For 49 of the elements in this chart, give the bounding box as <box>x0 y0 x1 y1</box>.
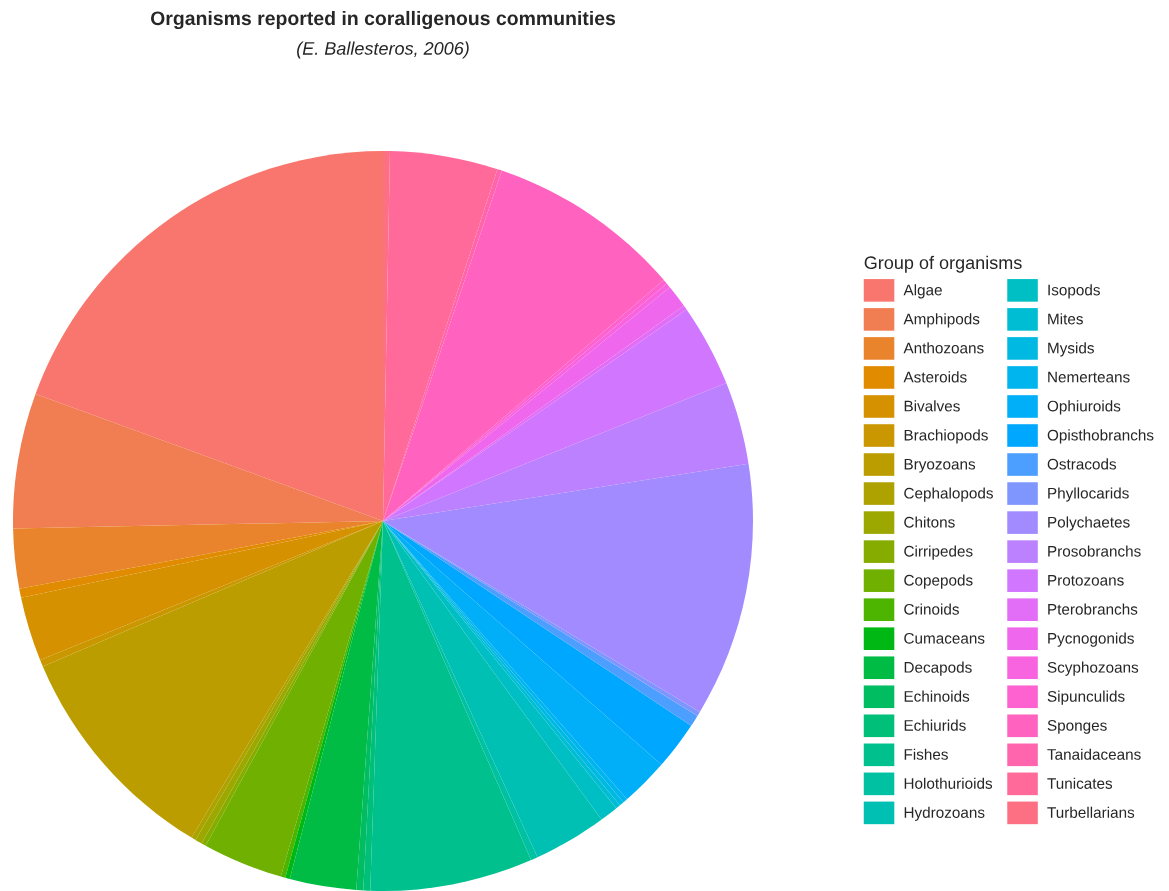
legend-label: Chitons <box>904 516 955 528</box>
chart-subtitle: (E. Ballesteros, 2006) <box>297 41 469 59</box>
legend-label: Ostracods <box>1047 458 1117 470</box>
legend-label: Tunicates <box>1047 777 1113 789</box>
legend-label: Cumaceans <box>904 632 985 644</box>
legend-label: Pterobranchs <box>1048 603 1138 615</box>
legend-label: Mites <box>1048 313 1083 325</box>
legend-label: Sipunculids <box>1047 690 1125 705</box>
legend-label: Cephalopods <box>904 487 993 502</box>
legend-label: Nemerteans <box>1048 371 1130 383</box>
legend-label: Bivalves <box>904 400 960 412</box>
legend-label: Holothurioids <box>904 777 993 789</box>
legend-label: Opisthobranchs <box>1047 429 1154 444</box>
pie-slice <box>383 463 753 713</box>
legend-label: Scyphozoans <box>1047 661 1139 676</box>
legend-label: Tanaidaceans <box>1047 748 1141 760</box>
legend-label: Phyllocarids <box>1048 487 1129 502</box>
chart-title: Organisms reported in coralligenous communities <box>150 10 616 30</box>
legend-title: Group of organisms <box>864 255 1022 273</box>
pie-slice <box>35 151 383 521</box>
legend-label: Decapods <box>904 661 972 676</box>
pie-slice <box>383 170 664 521</box>
legend-label: Protozoans <box>1048 575 1124 586</box>
legend-label: Turbellarians <box>1047 806 1135 818</box>
legend-label: Ophiuroids <box>1047 400 1121 415</box>
legend-label: Algae <box>903 284 942 299</box>
legend-label: Anthozoans <box>903 342 984 354</box>
legend-label: Isopods <box>1048 284 1100 299</box>
legend-label: Mysids <box>1048 342 1094 357</box>
legend-label: Sponges <box>1047 720 1107 734</box>
legend-label: Crinoids <box>904 603 959 615</box>
legend-label: Copepods <box>904 574 973 589</box>
legend-label: Asteroids <box>903 371 967 383</box>
pie-slice <box>370 521 532 891</box>
legend-label: Hydrozoans <box>904 806 985 821</box>
legend-label: Cirripedes <box>904 545 973 560</box>
legend-label: Amphipods <box>903 313 980 328</box>
pie-slice <box>42 521 383 838</box>
legend-label: Bryozoans <box>904 458 976 473</box>
legend-label: Echinoids <box>904 690 970 702</box>
pie-slice <box>383 521 602 858</box>
legend-label: Echiurids <box>904 719 966 731</box>
legend-label: Fishes <box>904 748 948 760</box>
pie-slice <box>383 383 749 521</box>
pie-slice <box>13 393 383 529</box>
legend-label: Brachiopods <box>904 429 988 444</box>
legend-label: Polychaetes <box>1048 516 1130 531</box>
legend-label: Pycnogonids <box>1048 632 1134 647</box>
legend-label: Prosobranchs <box>1048 545 1141 557</box>
